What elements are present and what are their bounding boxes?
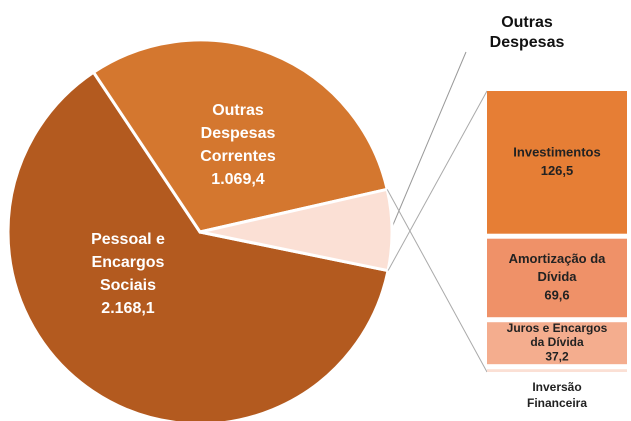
bar-label: Amortização da Dívida bbox=[509, 251, 607, 284]
bar-value: 126,5 bbox=[541, 163, 574, 178]
slice-value: 1.069,4 bbox=[211, 171, 264, 188]
slice-value: 2.168,1 bbox=[101, 300, 154, 317]
pie-slice bbox=[91, 38, 389, 234]
connector bbox=[386, 189, 488, 373]
pie-slice bbox=[6, 70, 390, 421]
bar-label: Inversão Financeira bbox=[527, 380, 587, 410]
bar-value: 69,6 bbox=[544, 287, 569, 302]
bar-segment bbox=[487, 322, 627, 365]
leader-line bbox=[389, 51, 467, 233]
bar-segment bbox=[487, 369, 627, 372]
bar-label: Investimentos bbox=[513, 145, 600, 160]
slice-label: Outras Despesas Correntes bbox=[200, 102, 276, 165]
bar-value: 37,2 bbox=[545, 349, 569, 363]
other-label: Outras Despesas bbox=[490, 14, 565, 51]
bar-segment bbox=[487, 238, 627, 318]
bar-label: Juros e Encargos da Dívida bbox=[507, 321, 608, 349]
connector bbox=[387, 90, 488, 271]
slice-label: Pessoal e Encargos Sociais bbox=[91, 231, 165, 294]
bar-segment bbox=[487, 91, 627, 234]
